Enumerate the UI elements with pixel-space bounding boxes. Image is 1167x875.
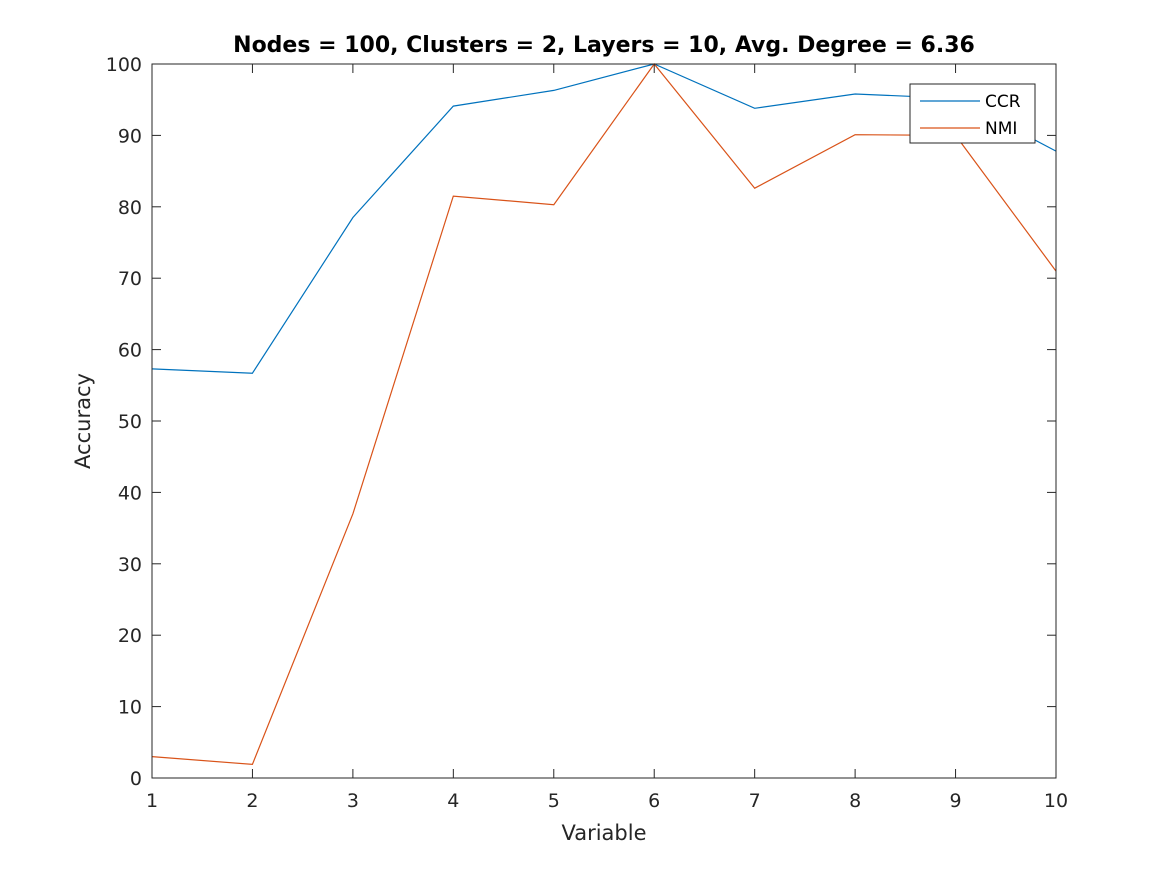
series-line-ccr xyxy=(151,63,1057,374)
x-tick-label: 5 xyxy=(548,790,560,812)
legend: CCR NMI xyxy=(909,83,1036,144)
y-axis: 0 10 20 30 40 50 60 70 80 90 100 xyxy=(106,54,1056,790)
legend-label-ccr: CCR xyxy=(985,92,1021,112)
x-tick-label: 3 xyxy=(347,790,359,812)
x-tick-label: 9 xyxy=(950,790,962,812)
y-tick-label: 10 xyxy=(118,697,142,719)
x-tick-label: 1 xyxy=(146,790,158,812)
x-tick-label: 4 xyxy=(447,790,459,812)
series-line-nmi xyxy=(151,63,1057,766)
y-tick-label: 40 xyxy=(118,482,142,504)
y-tick-label: 20 xyxy=(118,625,142,647)
x-tick-label: 2 xyxy=(246,790,258,812)
y-tick-label: 70 xyxy=(118,268,142,290)
chart-title: Nodes = 100, Clusters = 2, Layers = 10, … xyxy=(233,33,975,58)
x-axis-label: Variable xyxy=(561,821,646,845)
legend-label-nmi: NMI xyxy=(985,119,1017,139)
y-tick-label: 0 xyxy=(130,768,142,790)
y-axis-label: Accuracy xyxy=(71,373,95,469)
x-tick-label: 7 xyxy=(749,790,761,812)
series-layer xyxy=(151,63,1057,766)
x-tick-label: 8 xyxy=(849,790,861,812)
y-tick-label: 50 xyxy=(118,411,142,433)
y-tick-label: 100 xyxy=(106,54,142,76)
x-tick-label: 6 xyxy=(648,790,660,812)
x-axis: 1 2 3 4 5 6 7 8 9 10 xyxy=(146,64,1068,812)
y-tick-label: 80 xyxy=(118,197,142,219)
y-tick-label: 30 xyxy=(118,554,142,576)
x-tick-label: 10 xyxy=(1044,790,1068,812)
plot-area xyxy=(152,64,1056,778)
legend-box xyxy=(909,83,1036,144)
y-tick-label: 60 xyxy=(118,340,142,362)
y-tick-label: 90 xyxy=(118,125,142,147)
